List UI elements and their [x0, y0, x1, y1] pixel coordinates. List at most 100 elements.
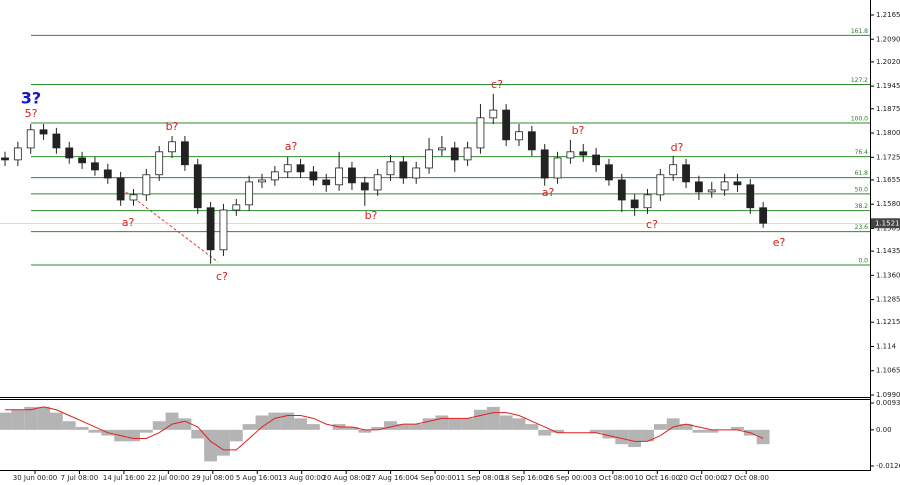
histogram-bar: [589, 429, 603, 433]
y-tick-label: 0.00: [876, 426, 892, 434]
histogram-bar: [653, 424, 667, 430]
candle-body: [322, 179, 331, 186]
candle-body: [553, 157, 562, 179]
fib-label: 61.8: [855, 170, 869, 177]
histogram-bar: [602, 429, 616, 439]
histogram-bar: [88, 429, 102, 433]
wave-label: a?: [122, 216, 135, 229]
histogram-bar: [49, 412, 63, 430]
histogram-bar: [217, 429, 230, 456]
histogram-bar: [512, 418, 526, 430]
candle-body: [193, 164, 202, 209]
x-tick-label: 14 Jul 16:00: [103, 474, 145, 482]
candle-body: [129, 194, 138, 201]
histogram-bar: [448, 418, 462, 430]
candle-body: [219, 209, 228, 251]
candle-body: [155, 151, 164, 176]
candle-body: [515, 131, 523, 141]
y-tick-label: 1.1580: [876, 200, 900, 208]
candle-body: [412, 167, 421, 179]
candle-body: [39, 129, 48, 135]
y-tick-label: 1.1725: [876, 153, 900, 161]
fib-label: 100.0: [851, 116, 868, 123]
candle-body: [91, 162, 99, 171]
histogram-bar: [152, 421, 166, 430]
current-price-label: 1.1521: [875, 219, 900, 227]
histogram-bar: [692, 429, 706, 433]
histogram-bar: [551, 429, 564, 433]
candle-body: [592, 154, 600, 166]
histogram-bar: [371, 426, 385, 430]
histogram-bar: [268, 412, 282, 430]
histogram-bar: [255, 415, 269, 430]
candle-body: [656, 174, 665, 196]
fib-label: 76.4: [855, 149, 869, 156]
x-tick-label: 20 Aug 08:00: [323, 474, 370, 482]
histogram-bar: [62, 421, 76, 430]
fib-label: 23.6: [855, 224, 869, 231]
candle-body: [489, 109, 498, 119]
histogram-bar: [358, 429, 372, 433]
candle-body: [707, 189, 716, 193]
candle-body: [643, 194, 652, 209]
candle-body: [399, 161, 408, 179]
x-tick-label: 7 Jul 08:00: [61, 474, 99, 482]
y-tick-label: 1.1875: [876, 105, 900, 113]
histogram-bar: [242, 424, 256, 430]
candle-body: [527, 131, 536, 151]
histogram-bar: [191, 429, 205, 439]
histogram-bar: [731, 426, 744, 430]
wave-label: 5?: [25, 107, 38, 120]
x-tick-label: 27 Aug 16:00: [367, 474, 414, 482]
histogram-bar: [204, 429, 218, 462]
x-tick-label: 30 Jun 00:00: [13, 474, 57, 482]
candle-body: [142, 174, 151, 196]
wave-label: a?: [542, 186, 555, 199]
fib-label: 161.8: [851, 28, 868, 35]
y-tick-label: 1.2020: [876, 58, 900, 66]
wave-label: c?: [646, 218, 658, 231]
y-tick-label: 1.1435: [876, 247, 900, 255]
candle-body: [720, 181, 729, 191]
wave-label: a?: [285, 140, 298, 153]
candle-body: [373, 174, 382, 191]
x-tick-label: 26 Sep 00:00: [545, 474, 592, 482]
candle-body: [476, 117, 485, 149]
wave-label: c?: [491, 78, 503, 91]
candle-body: [463, 147, 472, 161]
candle-body: [682, 164, 690, 183]
fib-label: 0.0: [858, 257, 868, 264]
candle-body: [335, 167, 344, 186]
x-tick-label: 20 Oct 00:00: [679, 474, 725, 482]
wave-label: b?: [365, 209, 378, 222]
y-tick-label: 1.114: [876, 342, 897, 350]
histogram-bar: [525, 424, 539, 430]
candle-body: [502, 109, 511, 141]
y-tick-label: 1.1285: [876, 296, 900, 304]
candle-body: [52, 133, 61, 149]
candle-body: [309, 171, 318, 181]
x-tick-label: 4 Sep 00:00: [414, 474, 456, 482]
y-tick-label: -0.0126: [876, 462, 900, 470]
histogram-bar: [178, 418, 192, 430]
y-tick-label: 1.1215: [876, 318, 900, 326]
candle-body: [103, 169, 112, 179]
y-tick-label: 1.1360: [876, 271, 900, 279]
candle-body: [26, 129, 35, 149]
candle-body: [450, 147, 459, 161]
candle-body: [746, 184, 755, 209]
candle-body: [13, 147, 22, 161]
candle-body: [206, 207, 215, 251]
candle-body: [1, 157, 9, 161]
histogram-bar: [396, 424, 410, 430]
histogram-bar: [24, 406, 38, 430]
candle-body: [78, 157, 86, 164]
histogram-bar: [461, 418, 475, 430]
wave-label: d?: [671, 141, 684, 154]
fib-label: 127.2: [851, 77, 868, 84]
candle-body: [180, 141, 189, 166]
histogram-bar: [538, 429, 552, 436]
candle-body: [540, 149, 549, 179]
